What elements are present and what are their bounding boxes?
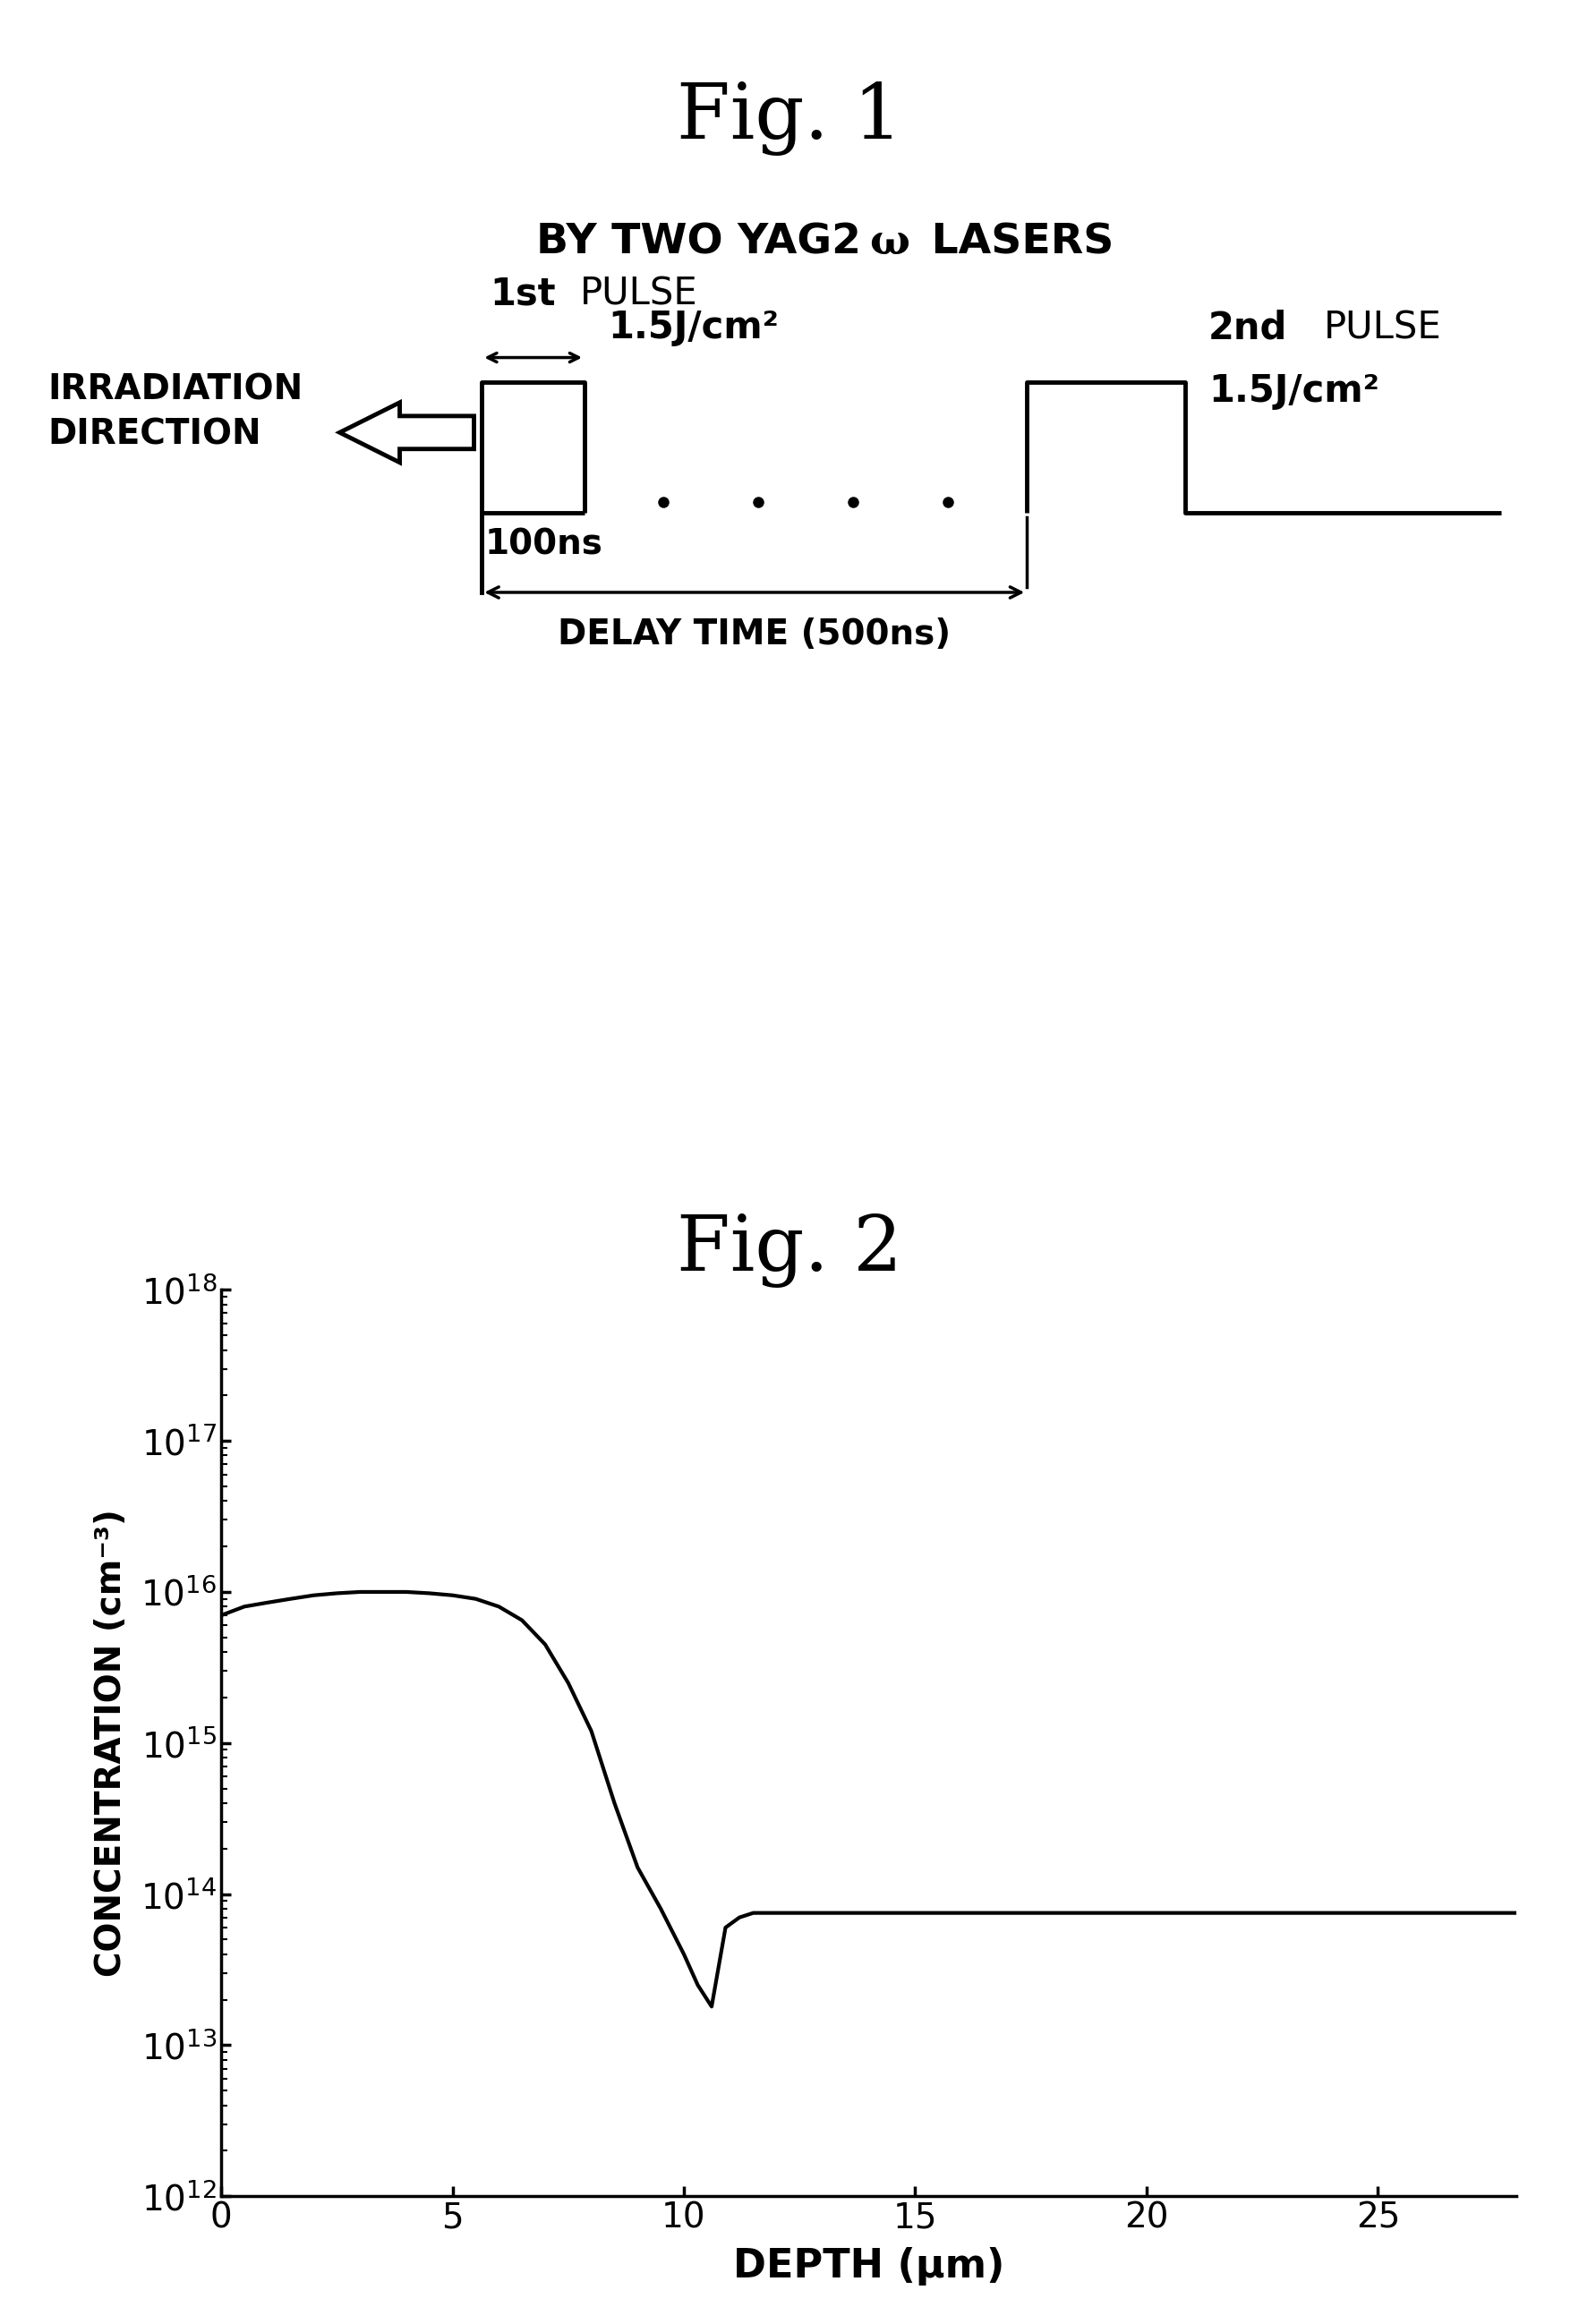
Text: 1.5J/cm²: 1.5J/cm² (608, 309, 778, 346)
Text: Fig. 2: Fig. 2 (677, 1213, 902, 1287)
Text: 100ns: 100ns (485, 528, 603, 562)
X-axis label: DEPTH (μm): DEPTH (μm) (733, 2247, 1004, 2284)
Polygon shape (339, 402, 474, 462)
Text: Fig. 1: Fig. 1 (677, 81, 902, 156)
Text: LASERS: LASERS (916, 223, 1113, 263)
Text: PULSE: PULSE (579, 274, 698, 311)
Text: ω: ω (868, 223, 908, 263)
Text: BY TWO YAG2: BY TWO YAG2 (535, 223, 861, 263)
Text: PULSE: PULSE (1323, 309, 1442, 346)
Text: 2nd: 2nd (1208, 309, 1287, 346)
Text: 1.5J/cm²: 1.5J/cm² (1208, 372, 1378, 409)
Y-axis label: CONCENTRATION (cm⁻³): CONCENTRATION (cm⁻³) (95, 1508, 128, 1978)
Text: 1st: 1st (489, 274, 556, 311)
Text: IRRADIATION
DIRECTION: IRRADIATION DIRECTION (47, 374, 303, 451)
Text: DELAY TIME (500ns): DELAY TIME (500ns) (557, 618, 951, 651)
